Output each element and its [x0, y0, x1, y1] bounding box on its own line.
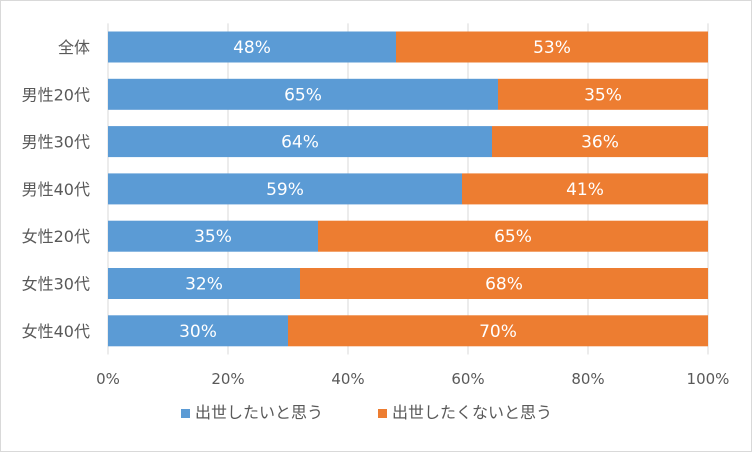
y-category-label-5: 女性30代	[22, 275, 90, 294]
data-labels: 48% 53% 65% 35% 64% 36% 59% 41% 35% 65% 32% 68% 30% 7…	[179, 38, 622, 342]
data-label-1-2: 36%	[581, 133, 619, 153]
y-category-label-6: 女性40代	[22, 322, 90, 341]
data-label-0-5: 32%	[185, 275, 223, 295]
data-label-1-1: 35%	[584, 85, 622, 105]
bar-want-0	[108, 31, 396, 63]
data-label-0-0: 48%	[233, 38, 271, 58]
data-label-1-4: 65%	[494, 227, 532, 247]
bar-not-want-5	[300, 268, 708, 299]
data-label-0-3: 59%	[266, 180, 304, 200]
y-category-label-0: 全体	[58, 38, 90, 57]
x-tick-label-0: 0%	[96, 370, 120, 388]
bar-want-3	[108, 173, 462, 205]
x-tick-label-40: 40%	[331, 370, 364, 388]
y-category-label-1: 男性20代	[22, 85, 90, 104]
legend-label-0: 出世したいと思う	[195, 403, 323, 422]
bar-not-want-2	[492, 126, 708, 158]
legend-label-1: 出世したくないと思う	[392, 403, 552, 422]
legend-swatch-0	[181, 409, 190, 418]
x-axis-labels: 0% 20% 40% 60% 80% 100%	[96, 370, 729, 388]
y-category-label-4: 女性20代	[22, 227, 90, 246]
bar-want-6	[108, 315, 288, 347]
bars	[108, 31, 708, 347]
data-label-0-4: 35%	[194, 227, 232, 247]
data-label-1-0: 53%	[533, 38, 571, 58]
x-tick-label-20: 20%	[211, 370, 244, 388]
data-label-0-1: 65%	[284, 85, 322, 105]
bar-not-want-4	[318, 220, 708, 252]
legend: 出世したいと思う 出世したくないと思う	[181, 403, 552, 422]
data-label-1-5: 68%	[485, 275, 523, 295]
data-label-0-2: 64%	[281, 133, 319, 153]
x-tick-label-100: 100%	[687, 370, 730, 388]
y-category-label-3: 男性40代	[22, 180, 90, 199]
bar-want-1	[108, 78, 498, 110]
bar-want-4	[108, 220, 318, 252]
data-label-1-3: 41%	[566, 180, 604, 200]
bar-not-want-6	[288, 315, 708, 347]
legend-swatch-1	[378, 409, 387, 418]
data-label-0-6: 30%	[179, 322, 217, 342]
x-tick-label-80: 80%	[571, 370, 604, 388]
bar-not-want-1	[498, 78, 708, 110]
bar-want-5	[108, 268, 300, 299]
y-category-label-2: 男性30代	[22, 133, 90, 152]
bar-not-want-3	[462, 173, 708, 205]
x-tick-label-60: 60%	[451, 370, 484, 388]
bar-want-2	[108, 126, 492, 158]
bar-not-want-0	[396, 31, 708, 63]
data-label-1-6: 70%	[479, 322, 517, 342]
